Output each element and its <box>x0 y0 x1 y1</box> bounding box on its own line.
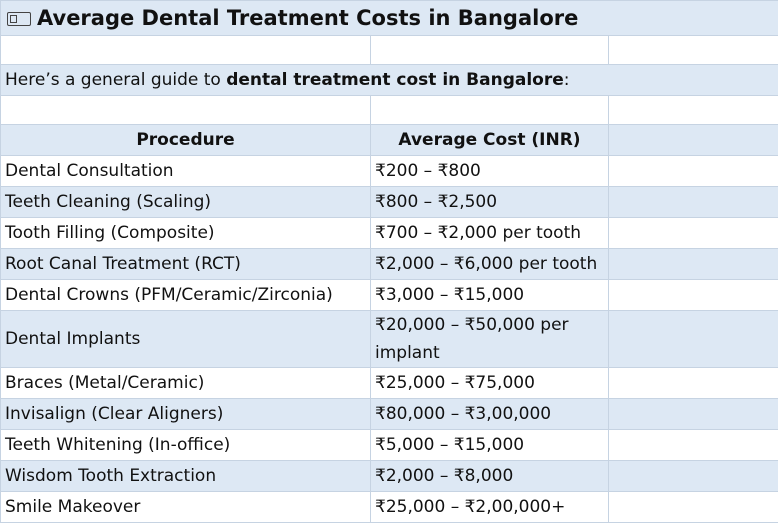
empty-cell[interactable] <box>609 249 778 280</box>
empty-cell[interactable] <box>609 280 778 311</box>
empty-cell[interactable] <box>609 461 778 492</box>
table-row: Invisalign (Clear Aligners) ₹80,000 – ₹3… <box>1 399 778 430</box>
empty-cell[interactable] <box>609 492 778 523</box>
empty-cell[interactable] <box>609 187 778 218</box>
header-procedure: Procedure <box>1 125 371 156</box>
cost-cell[interactable]: ₹20,000 – ₹50,000 per implant <box>371 311 609 368</box>
empty-cell[interactable] <box>609 430 778 461</box>
procedure-cell[interactable]: Tooth Filling (Composite) <box>1 218 371 249</box>
empty-cell[interactable] <box>609 156 778 187</box>
empty-cell[interactable] <box>1 36 371 65</box>
cost-cell[interactable]: ₹2,000 – ₹6,000 per tooth <box>371 249 609 280</box>
cost-cell[interactable]: ₹2,000 – ₹8,000 <box>371 461 609 492</box>
cost-cell[interactable]: ₹200 – ₹800 <box>371 156 609 187</box>
procedure-cell[interactable]: Dental Crowns (PFM/Ceramic/Zirconia) <box>1 280 371 311</box>
empty-cell[interactable] <box>609 368 778 399</box>
empty-cell[interactable] <box>609 36 778 65</box>
procedure-cell[interactable]: Teeth Cleaning (Scaling) <box>1 187 371 218</box>
intro-cell[interactable]: Here’s a general guide to dental treatme… <box>1 65 778 96</box>
table-row: Tooth Filling (Composite) ₹700 – ₹2,000 … <box>1 218 778 249</box>
cost-cell[interactable]: ₹800 – ₹2,500 <box>371 187 609 218</box>
page-title: Average Dental Treatment Costs in Bangal… <box>37 6 578 30</box>
intro-suffix: : <box>564 70 570 90</box>
table-row: Root Canal Treatment (RCT) ₹2,000 – ₹6,0… <box>1 249 778 280</box>
cost-cell[interactable]: ₹25,000 – ₹75,000 <box>371 368 609 399</box>
table-row: Dental Consultation ₹200 – ₹800 <box>1 156 778 187</box>
intro-prefix: Here’s a general guide to <box>5 70 226 90</box>
procedure-cell[interactable]: Wisdom Tooth Extraction <box>1 461 371 492</box>
cost-cell[interactable]: ₹25,000 – ₹2,00,000+ <box>371 492 609 523</box>
empty-cell[interactable] <box>1 96 371 125</box>
cost-cell[interactable]: ₹700 – ₹2,000 per tooth <box>371 218 609 249</box>
procedure-cell[interactable]: Invisalign (Clear Aligners) <box>1 399 371 430</box>
table-row: Teeth Cleaning (Scaling) ₹800 – ₹2,500 <box>1 187 778 218</box>
intro-row: Here’s a general guide to dental treatme… <box>1 65 778 96</box>
blank-row <box>1 96 778 125</box>
title-row: Average Dental Treatment Costs in Bangal… <box>1 1 778 36</box>
empty-cell[interactable] <box>609 218 778 249</box>
procedure-cell[interactable]: Braces (Metal/Ceramic) <box>1 368 371 399</box>
table-row: Dental Implants ₹20,000 – ₹50,000 per im… <box>1 311 778 368</box>
cost-cell[interactable]: ₹3,000 – ₹15,000 <box>371 280 609 311</box>
procedure-cell[interactable]: Dental Consultation <box>1 156 371 187</box>
procedure-cell[interactable]: Root Canal Treatment (RCT) <box>1 249 371 280</box>
table-header-row: Procedure Average Cost (INR) <box>1 125 778 156</box>
empty-cell[interactable] <box>371 36 609 65</box>
table-row: Teeth Whitening (In-office) ₹5,000 – ₹15… <box>1 430 778 461</box>
table-row: Wisdom Tooth Extraction ₹2,000 – ₹8,000 <box>1 461 778 492</box>
title-cell: Average Dental Treatment Costs in Bangal… <box>1 1 778 36</box>
receipt-icon <box>7 12 31 26</box>
table-row: Braces (Metal/Ceramic) ₹25,000 – ₹75,000 <box>1 368 778 399</box>
intro-bold: dental treatment cost in Bangalore <box>226 70 564 90</box>
empty-cell[interactable] <box>609 125 778 156</box>
empty-cell[interactable] <box>609 96 778 125</box>
table-row: Dental Crowns (PFM/Ceramic/Zirconia) ₹3,… <box>1 280 778 311</box>
cost-cell[interactable]: ₹5,000 – ₹15,000 <box>371 430 609 461</box>
blank-row <box>1 36 778 65</box>
cost-cell[interactable]: ₹80,000 – ₹3,00,000 <box>371 399 609 430</box>
empty-cell[interactable] <box>609 399 778 430</box>
empty-cell[interactable] <box>371 96 609 125</box>
procedure-cell[interactable]: Smile Makeover <box>1 492 371 523</box>
procedure-cell[interactable]: Dental Implants <box>1 311 371 368</box>
procedure-cell[interactable]: Teeth Whitening (In-office) <box>1 430 371 461</box>
table-row: Smile Makeover ₹25,000 – ₹2,00,000+ <box>1 492 778 523</box>
empty-cell[interactable] <box>609 311 778 368</box>
header-average-cost: Average Cost (INR) <box>371 125 609 156</box>
